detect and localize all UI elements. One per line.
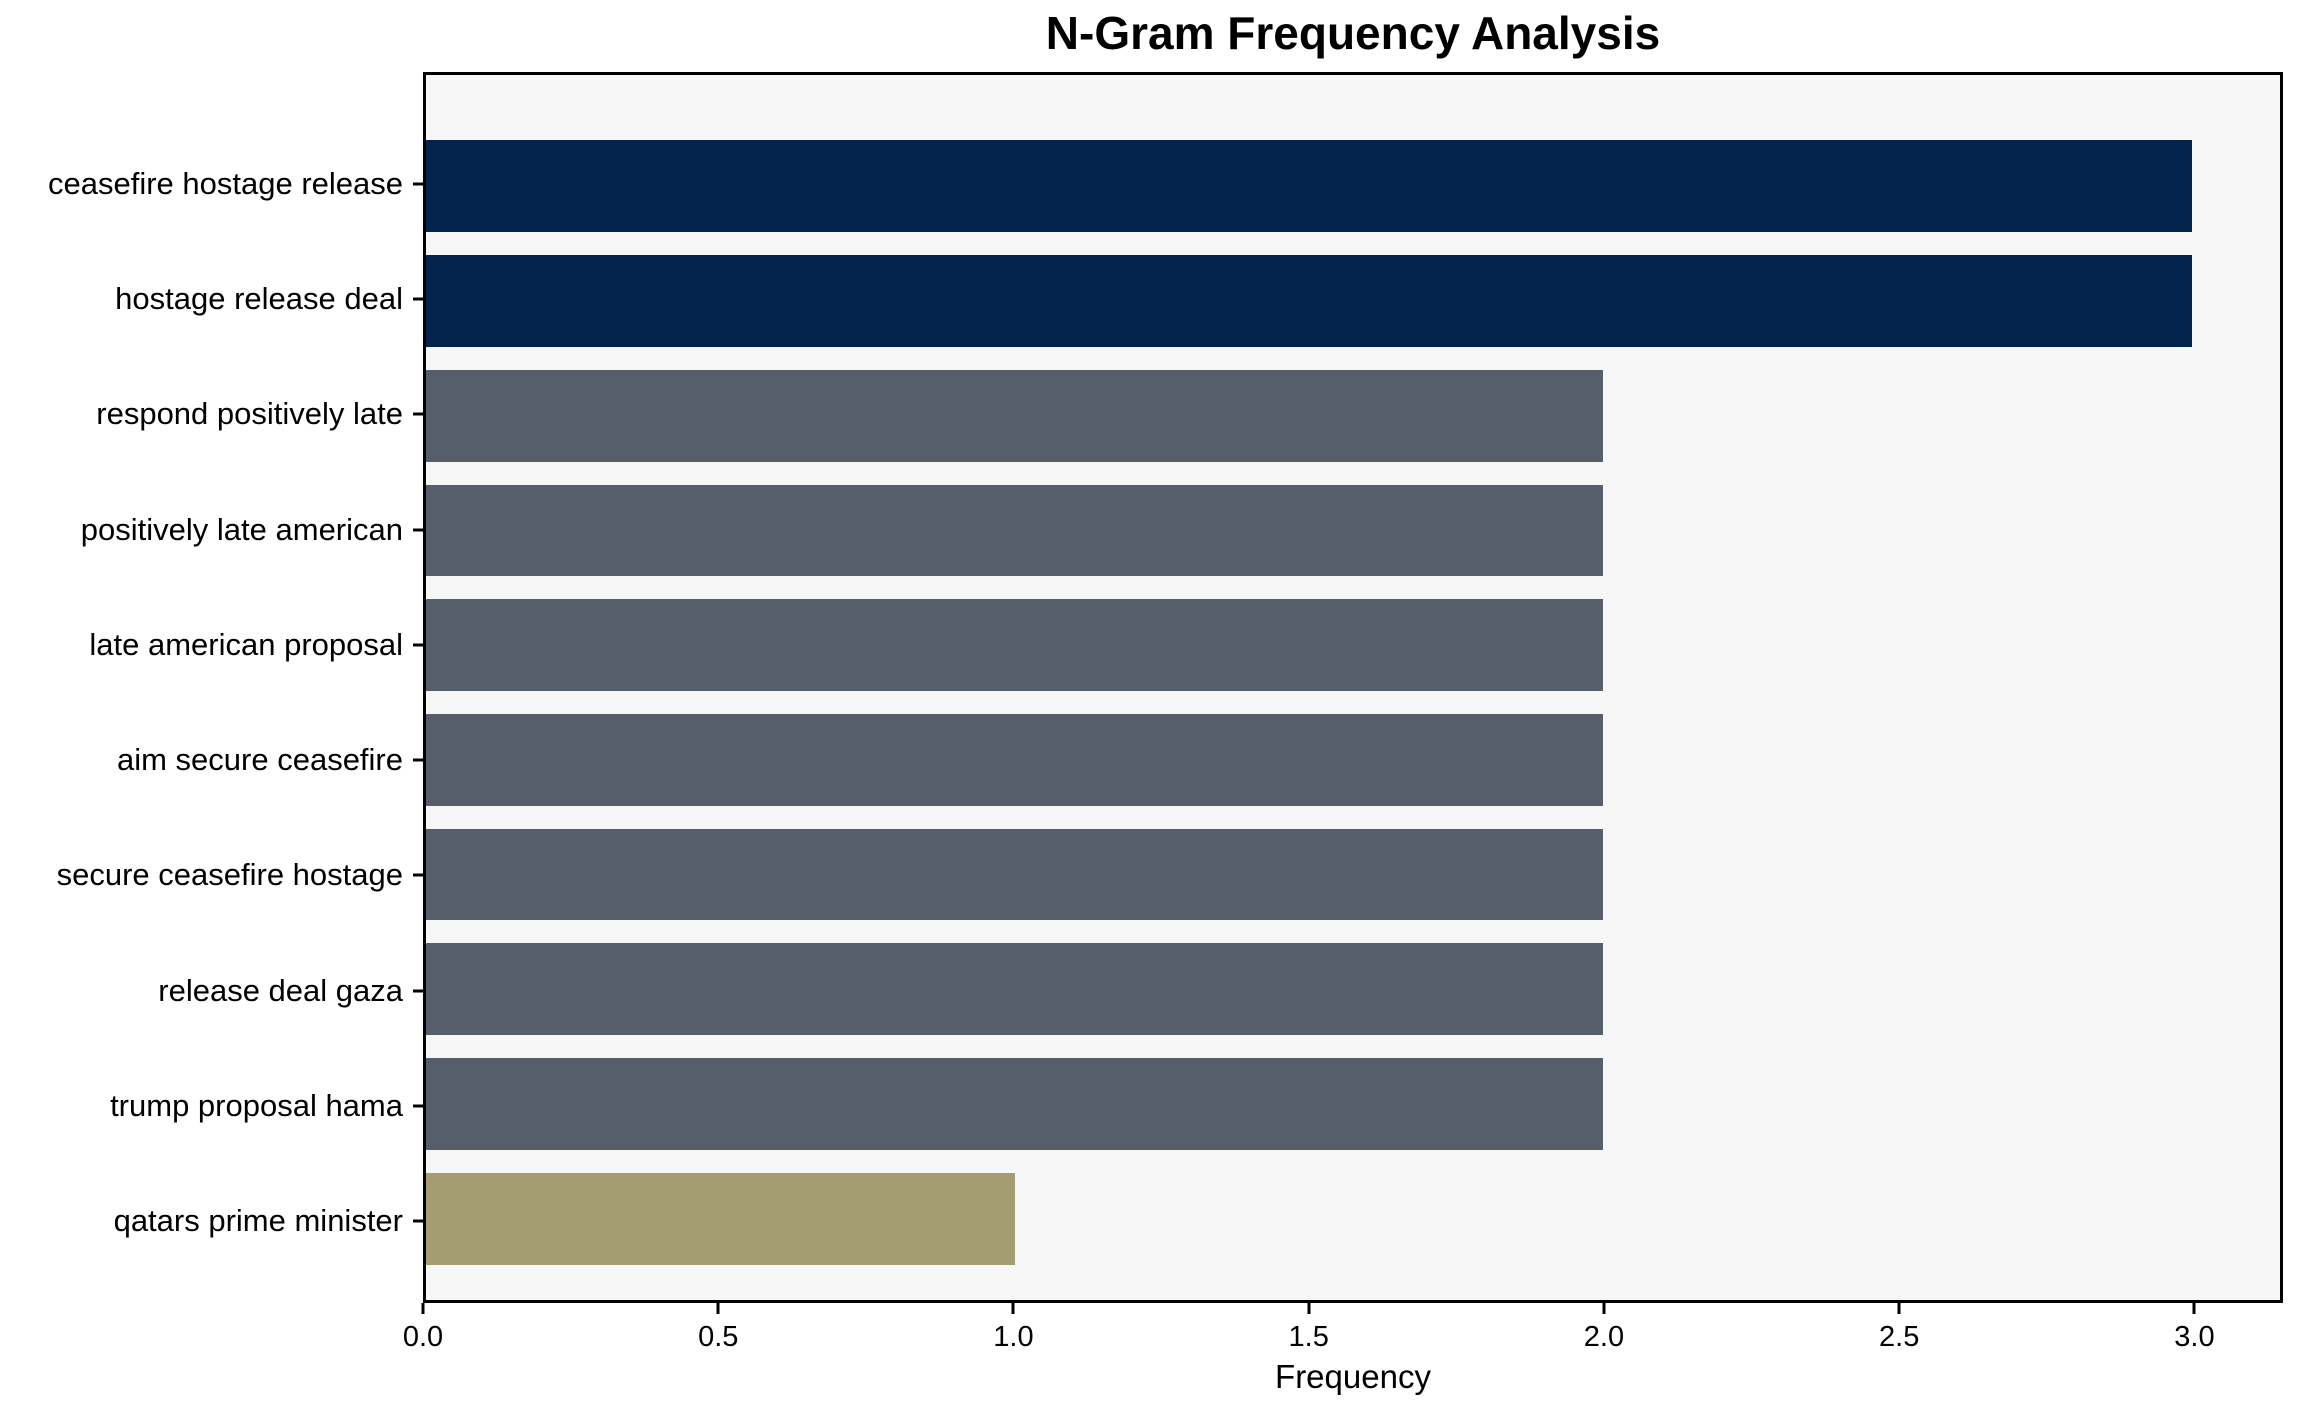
bar-row [426, 932, 2280, 1047]
y-axis-row: late american proposal [0, 587, 423, 702]
bar-row [426, 358, 2280, 473]
bar [426, 140, 2192, 233]
y-tick-label: respond positively late [96, 396, 403, 432]
y-axis: ceasefire hostage release hostage release… [0, 72, 423, 1303]
y-tick-mark [413, 643, 423, 647]
x-axis: 0.0 0.5 1.0 1.5 2.0 2.5 3.0 [403, 1303, 2283, 1363]
x-tick-label: 0.0 [402, 1321, 444, 1353]
bar-row [426, 703, 2280, 818]
x-tick-mark [2192, 1303, 2196, 1314]
bar-row [426, 1161, 2280, 1276]
y-tick-mark [413, 412, 423, 416]
x-tick-mark [1602, 1303, 1606, 1314]
y-tick-label: secure ceasefire hostage [56, 857, 403, 893]
bar-row [426, 244, 2280, 359]
x-tick-mark [1307, 1303, 1311, 1314]
y-tick-mark [413, 873, 423, 877]
y-axis-row: positively late american [0, 472, 423, 587]
y-tick-label: aim secure ceasefire [116, 742, 403, 778]
y-axis-row: secure ceasefire hostage [0, 818, 423, 933]
y-tick-mark [413, 1104, 423, 1108]
y-tick-label: qatars prime minister [113, 1203, 403, 1239]
y-tick-label: hostage release deal [115, 280, 403, 316]
y-axis-row: trump proposal hama [0, 1048, 423, 1163]
x-tick-label: 3.0 [2174, 1321, 2215, 1353]
y-tick-label: trump proposal hama [110, 1088, 403, 1124]
x-tick-label: 1.5 [1288, 1321, 1329, 1353]
x-axis-label: Frequency [1275, 1358, 1431, 1395]
y-tick-mark [413, 528, 423, 532]
bar [426, 1058, 1604, 1150]
bar-row [426, 1047, 2280, 1162]
y-axis-row: respond positively late [0, 357, 423, 472]
bar [426, 255, 2192, 347]
bar-row [426, 129, 2280, 244]
y-tick-label: positively late american [80, 511, 403, 547]
y-tick-label: late american proposal [89, 626, 403, 662]
y-tick-mark [413, 182, 423, 186]
x-tick-mark [716, 1303, 720, 1314]
x-tick-mark [1011, 1303, 1015, 1314]
x-tick-label: 0.5 [698, 1321, 739, 1353]
y-tick-mark [413, 1219, 423, 1223]
bar-row [426, 817, 2280, 932]
bar [426, 1172, 1015, 1265]
bars-layer [426, 75, 2280, 1300]
y-tick-label: release deal gaza [158, 972, 403, 1008]
bar [426, 484, 1604, 577]
x-tick-label: 2.5 [1879, 1321, 1920, 1353]
bar [426, 599, 1604, 692]
y-axis-row: release deal gaza [0, 933, 423, 1048]
bar [426, 828, 1604, 921]
y-tick-label: ceasefire hostage release [47, 165, 403, 201]
bar-row [426, 473, 2280, 588]
x-tick-mark [421, 1303, 425, 1314]
y-axis-row: ceasefire hostage release [0, 126, 423, 241]
y-tick-mark [413, 989, 423, 993]
bar [426, 369, 1604, 462]
y-axis-row: qatars prime minister [0, 1164, 423, 1279]
y-axis-row: hostage release deal [0, 241, 423, 356]
y-tick-mark [413, 758, 423, 762]
bar-row [426, 588, 2280, 703]
chart-title: N-Gram Frequency Analysis [1045, 7, 1661, 59]
bar [426, 713, 1604, 806]
x-tick-label: 2.0 [1583, 1321, 1625, 1353]
y-axis-row: aim secure ceasefire [0, 702, 423, 817]
x-tick-mark [1897, 1303, 1901, 1314]
bar [426, 943, 1604, 1036]
y-tick-mark [413, 297, 423, 301]
x-tick-label: 1.0 [993, 1321, 1034, 1353]
plot-area [423, 72, 2283, 1303]
